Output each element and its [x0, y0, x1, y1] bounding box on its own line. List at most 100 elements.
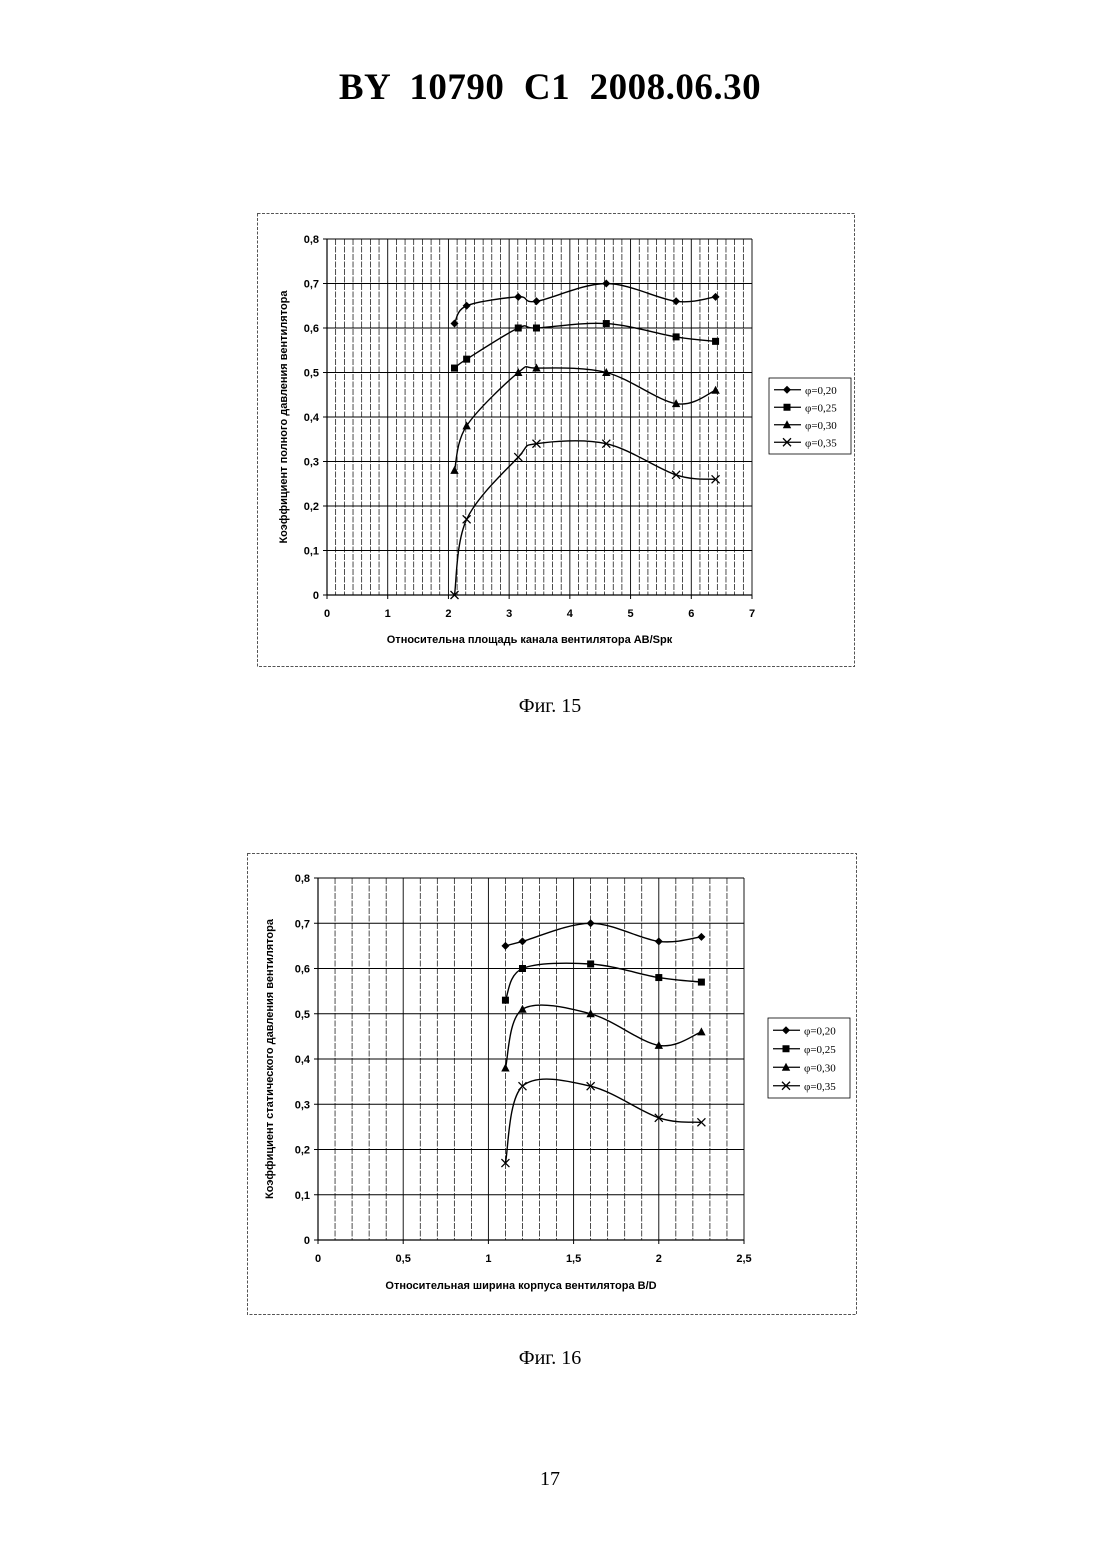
x-tick-label: 0,5 — [396, 1253, 411, 1265]
legend-marker — [784, 404, 791, 411]
legend-marker — [783, 1045, 790, 1052]
data-point — [698, 979, 705, 986]
x-tick-label: 0 — [315, 1253, 321, 1265]
page-number: 17 — [0, 1468, 1100, 1491]
data-point — [711, 386, 719, 394]
x-tick-label: 5 — [628, 608, 634, 620]
legend-label: φ=0,35 — [804, 1081, 836, 1093]
x-tick-label: 3 — [506, 608, 512, 620]
series-3 — [501, 1079, 705, 1167]
series-line — [455, 323, 716, 368]
data-point — [501, 1064, 509, 1072]
data-point — [587, 919, 595, 927]
y-tick-label: 0 — [313, 590, 319, 602]
series-2 — [501, 1005, 705, 1072]
chart-figure-15-svg: 0123456700,10,20,30,40,50,60,70,8Относит… — [257, 213, 855, 667]
chart-figure-16: 0 0,5 1 1,5 2 2,5 0 0,1 0,2 0,3 0,4 0,5 0,6 0,7 0,8 Отн… — [247, 853, 857, 1315]
y-tick-label: 0,7 — [304, 279, 319, 291]
data-point — [451, 365, 458, 372]
x-tick-label: 4 — [567, 608, 574, 620]
y-axis-title: Коэффициент статического давления вентил… — [264, 918, 276, 1199]
y-tick-label: 0,4 — [295, 1054, 311, 1066]
chart-frame — [258, 214, 855, 667]
data-point — [672, 297, 680, 305]
data-point — [673, 333, 680, 340]
data-point — [518, 937, 526, 945]
y-tick-label: 0,2 — [295, 1145, 310, 1157]
legend-label: φ=0,35 — [805, 437, 837, 449]
x-tick-label: 0 — [324, 608, 330, 620]
legend-label: φ=0,30 — [805, 420, 837, 432]
data-point — [697, 933, 705, 941]
data-point — [463, 515, 471, 523]
series-0 — [501, 919, 705, 950]
data-point — [712, 293, 720, 301]
figure-15-caption: Фиг. 15 — [0, 695, 1100, 718]
data-point — [518, 1005, 526, 1013]
y-tick-label: 0,1 — [304, 546, 319, 558]
x-tick-label: 6 — [688, 608, 694, 620]
y-tick-label: 0 — [304, 1235, 310, 1247]
data-point — [712, 338, 719, 345]
data-point — [532, 297, 540, 305]
y-tick-label: 0,6 — [304, 323, 319, 335]
data-point — [514, 453, 522, 461]
data-point — [697, 1027, 705, 1035]
legend: φ=0,20 φ=0,25 φ=0,30 φ=0,35 — [768, 1018, 850, 1098]
y-tick-label: 0,7 — [295, 918, 310, 930]
x-tick-label: 2,5 — [736, 1253, 751, 1265]
series-0 — [451, 280, 720, 328]
y-tick-label: 0,2 — [304, 501, 319, 513]
legend-label: φ=0,25 — [804, 1044, 836, 1056]
data-point — [655, 937, 663, 945]
x-tick-label: 1 — [385, 608, 391, 620]
legend-label: φ=0,25 — [805, 402, 837, 414]
chart-frame — [248, 854, 857, 1315]
figure-16-caption: Фиг. 16 — [0, 1347, 1100, 1370]
x-tick-label: 1 — [485, 1253, 491, 1265]
series-line — [505, 923, 701, 946]
legend-label: φ=0,30 — [804, 1062, 836, 1074]
series-3 — [451, 440, 720, 599]
data-point — [501, 942, 509, 950]
x-tick-label: 2 — [445, 608, 451, 620]
y-tick-label: 0,5 — [295, 1009, 310, 1021]
y-tick-label: 0,5 — [304, 368, 319, 380]
data-point — [533, 325, 540, 332]
grid — [318, 878, 744, 1240]
data-point — [587, 960, 594, 967]
document-header: BY 10790 C1 2008.06.30 — [0, 66, 1100, 109]
chart-figure-15: 0123456700,10,20,30,40,50,60,70,8Относит… — [257, 213, 855, 667]
series-line — [455, 367, 716, 471]
y-tick-label: 0,1 — [295, 1190, 310, 1202]
data-point — [514, 293, 522, 301]
grid — [327, 239, 752, 595]
y-tick-label: 0,8 — [295, 873, 310, 885]
y-tick-label: 0,3 — [295, 1099, 310, 1111]
series-line — [455, 441, 716, 595]
data-point — [502, 997, 509, 1004]
data-point — [515, 325, 522, 332]
data-point — [519, 965, 526, 972]
y-tick-label: 0,4 — [304, 412, 320, 424]
data-point — [603, 320, 610, 327]
data-point — [463, 302, 471, 310]
y-tick-label: 0,3 — [304, 457, 319, 469]
x-tick-label: 7 — [749, 608, 755, 620]
legend-label: φ=0,20 — [804, 1025, 836, 1037]
x-tick-label: 2 — [656, 1253, 662, 1265]
x-axis-title: Относительная ширина корпуса вентилятора… — [385, 1280, 656, 1292]
legend-label: φ=0,20 — [805, 385, 837, 397]
chart-figure-16-svg: 0 0,5 1 1,5 2 2,5 0 0,1 0,2 0,3 0,4 0,5 0,6 0,7 0,8 Отн… — [247, 853, 857, 1315]
x-tick-label: 1,5 — [566, 1253, 581, 1265]
data-point — [655, 974, 662, 981]
data-point — [672, 471, 680, 479]
series-1 — [502, 960, 705, 1003]
x-axis-title: Относительна площадь канала вентилятора … — [387, 634, 673, 646]
series-line — [505, 1079, 701, 1163]
data-point — [602, 280, 610, 288]
data-point — [463, 356, 470, 363]
y-tick-label: 0,6 — [295, 964, 310, 976]
legend: φ=0,20 φ=0,25 φ=0,30 φ=0,35 — [769, 378, 851, 454]
y-axis-title: Коэффициент полного давления вентилятора — [278, 290, 290, 544]
